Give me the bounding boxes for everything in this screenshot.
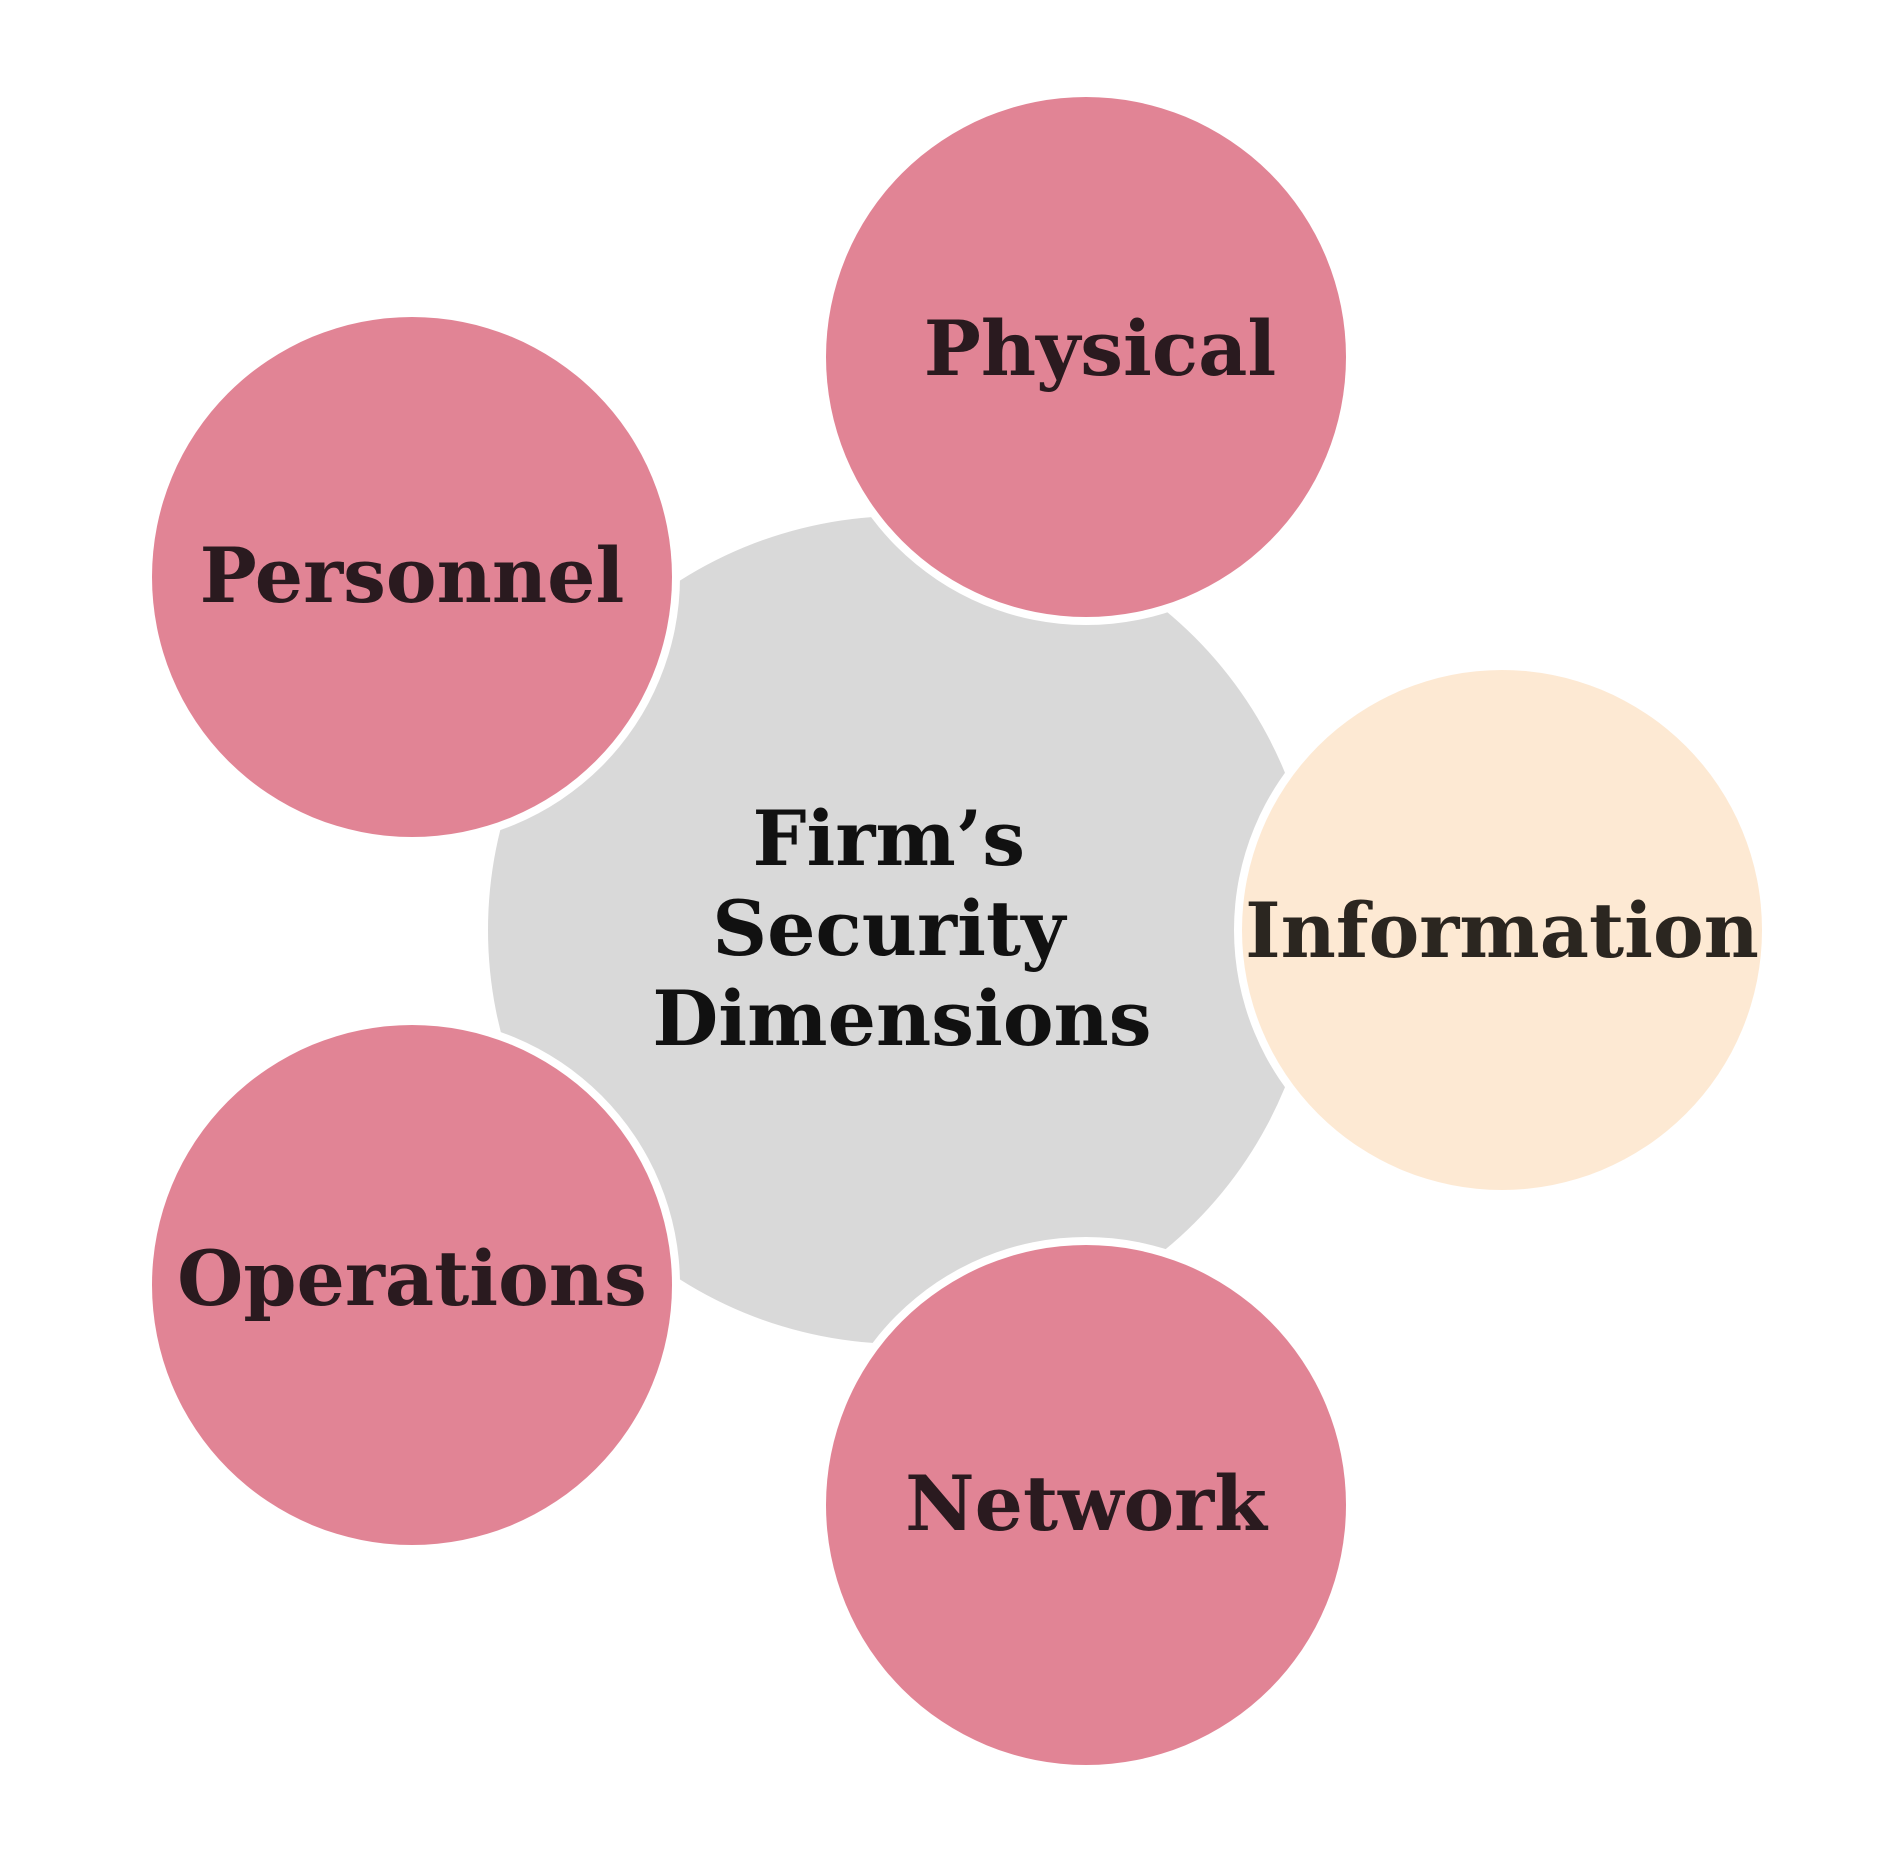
satellite-operations bbox=[144, 1017, 680, 1553]
center-hub-circle bbox=[488, 516, 1316, 1344]
center-label: Firm’s Security Dimensions bbox=[652, 794, 1151, 1063]
operations-circle bbox=[152, 1025, 672, 1545]
satellite-personnel bbox=[144, 309, 680, 845]
information-label: Information bbox=[1245, 886, 1759, 975]
operations-label: Operations bbox=[177, 1234, 647, 1323]
information-circle bbox=[1242, 670, 1762, 1190]
center-label-line-3: Dimensions bbox=[652, 974, 1151, 1063]
center-label-line-2: Security bbox=[712, 884, 1067, 973]
satellite-information bbox=[1234, 662, 1770, 1198]
physical-circle bbox=[826, 97, 1346, 617]
physical-label: Physical bbox=[924, 304, 1277, 393]
network-circle bbox=[826, 1245, 1346, 1765]
personnel-circle bbox=[152, 317, 672, 837]
satellite-network bbox=[818, 1237, 1354, 1773]
center-label-line-1: Firm’s bbox=[753, 794, 1026, 883]
network-label: Network bbox=[905, 1459, 1268, 1548]
personnel-label: Personnel bbox=[200, 531, 625, 620]
satellite-physical bbox=[818, 89, 1354, 625]
